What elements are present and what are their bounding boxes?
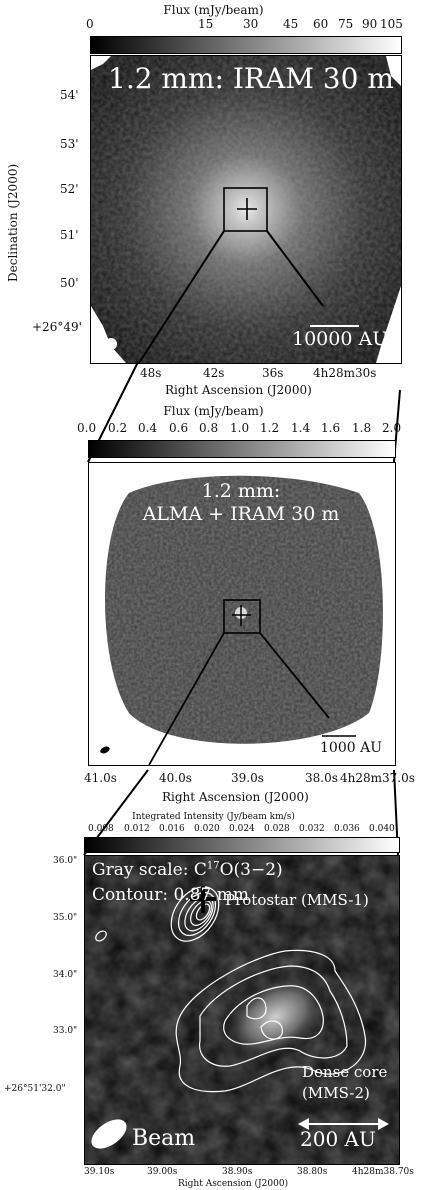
p2-xtick: 39.0s bbox=[231, 771, 264, 785]
p3-image bbox=[85, 856, 399, 1164]
p1-cb-tick: 0 bbox=[86, 17, 94, 31]
p1-cb-tick: 60 bbox=[313, 17, 329, 31]
p1-cb-tick: 30 bbox=[243, 17, 259, 31]
p1-xtick: 36s bbox=[262, 366, 284, 380]
p2-xtick: 40.0s bbox=[159, 771, 192, 785]
p2-title-line1: 1.2 mm: bbox=[201, 480, 281, 502]
p3-scalebar-label: 200 AU bbox=[300, 1127, 376, 1151]
p2-cb-tick: 0.0 bbox=[77, 421, 97, 435]
p1-cb-tick: 75 bbox=[338, 17, 354, 31]
p2-xlabel: Right Ascension (J2000) bbox=[162, 790, 309, 804]
p1-colorbar-label: Flux (mJy/beam) bbox=[163, 3, 264, 17]
p3-dense-core-line2: (MMS-2) bbox=[302, 1084, 370, 1102]
p3-xtick: 39.00s bbox=[147, 1167, 178, 1177]
p2-cb-tick: 1.6 bbox=[321, 421, 341, 435]
p2-colorbar-label: Flux (mJy/beam) bbox=[163, 404, 264, 418]
p1-image-frame bbox=[90, 55, 402, 364]
p1-cb-tick: 45 bbox=[283, 17, 299, 31]
p3-xlabel: Right Ascension (J2000) bbox=[178, 1179, 289, 1189]
p2-cb-tick: 1.4 bbox=[291, 421, 311, 435]
p3-cb-tick: 0.016 bbox=[159, 824, 185, 834]
p1-xtick: 42s bbox=[203, 366, 225, 380]
p2-cb-tick: 0.8 bbox=[199, 421, 219, 435]
p3-cb-tick: 0.040 bbox=[369, 824, 395, 834]
p1-title: 1.2 mm: IRAM 30 m bbox=[108, 62, 394, 95]
p3-beam bbox=[91, 1119, 127, 1149]
p1-scalebar-label: 10000 AU bbox=[292, 328, 389, 350]
p3-protostar-label: Protostar (MMS-1) bbox=[225, 891, 369, 909]
p3-ytick: 36.0" bbox=[53, 856, 78, 866]
p3-cb-tick: 0.036 bbox=[334, 824, 360, 834]
p1-ytick: 50' bbox=[60, 276, 79, 290]
p3-dense-core-line1: Dense core bbox=[302, 1063, 388, 1081]
p1-image bbox=[91, 56, 401, 363]
p1-cb-tick: 90 bbox=[362, 17, 378, 31]
p3-beam-label: Beam bbox=[132, 1126, 196, 1151]
p2-cb-tick: 1.2 bbox=[260, 421, 280, 435]
p2-xtick: 4h28m37.0s bbox=[340, 771, 415, 785]
p3-xtick: 38.90s bbox=[222, 1167, 253, 1177]
p1-ytick: 52' bbox=[60, 182, 79, 196]
p3-cb-tick: 0.028 bbox=[264, 824, 290, 834]
p1-ytick: 53' bbox=[60, 137, 79, 151]
p2-cb-tick: 0.4 bbox=[138, 421, 158, 435]
p2-title-line2: ALMA + IRAM 30 m bbox=[142, 503, 340, 525]
p2-cb-tick: 1.0 bbox=[230, 421, 250, 435]
p3-ytick: 33.0" bbox=[53, 1026, 78, 1036]
p1-cb-tick: 105 bbox=[380, 17, 403, 31]
p2-image-frame bbox=[88, 462, 396, 766]
p1-ytick: +26°49' bbox=[32, 320, 82, 334]
p3-cb-tick: 0.012 bbox=[124, 824, 150, 834]
p3-xtick: 38.80s bbox=[297, 1167, 328, 1177]
p1-zoom-box bbox=[223, 187, 268, 232]
p3-cb-tick: 0.008 bbox=[88, 824, 114, 834]
p1-xtick: 48s bbox=[140, 366, 162, 380]
p3-ytick: 35.0" bbox=[53, 913, 78, 923]
p3-image-frame bbox=[84, 855, 400, 1165]
p3-ytick: +26°51'32.0" bbox=[4, 1084, 66, 1094]
p1-colorbar bbox=[90, 36, 402, 54]
p2-beam bbox=[100, 746, 110, 754]
p2-cb-tick: 1.8 bbox=[352, 421, 372, 435]
p1-beam bbox=[105, 338, 117, 350]
p1-cb-tick: 15 bbox=[198, 17, 214, 31]
p2-cb-tick: 0.6 bbox=[169, 421, 189, 435]
p3-cb-tick: 0.032 bbox=[299, 824, 325, 834]
p3-gray-scale-label: Gray scale: C17O(3−2) bbox=[92, 860, 283, 880]
p3-cb-tick: 0.024 bbox=[229, 824, 255, 834]
p2-xtick: 38.0s bbox=[305, 771, 338, 785]
p3-colorbar-label: Integrated Intensity (Jy/beam km/s) bbox=[132, 812, 295, 822]
p2-cb-tick: 0.2 bbox=[108, 421, 128, 435]
p2-colorbar bbox=[88, 440, 396, 458]
p2-zoom-box bbox=[223, 599, 261, 634]
p3-contour-label: Contour: 0.87 mm bbox=[92, 885, 249, 905]
p1-ytick: 51' bbox=[60, 228, 79, 242]
p1-xtick: 4h28m30s bbox=[313, 366, 377, 380]
p3-ytick: 34.0" bbox=[53, 970, 78, 980]
p1-ytick: 54' bbox=[60, 88, 79, 102]
p2-scalebar-label: 1000 AU bbox=[320, 740, 382, 756]
p2-image bbox=[100, 475, 383, 765]
p2-cb-tick: 2.0 bbox=[382, 421, 402, 435]
p2-xtick: 41.0s bbox=[84, 771, 117, 785]
p3-colorbar bbox=[84, 837, 400, 853]
p3-xtick: 39.10s bbox=[84, 1167, 115, 1177]
p3-cb-tick: 0.020 bbox=[194, 824, 220, 834]
p1-xlabel: Right Ascension (J2000) bbox=[165, 383, 312, 397]
p3-xtick: 4h28m38.70s bbox=[352, 1167, 414, 1177]
